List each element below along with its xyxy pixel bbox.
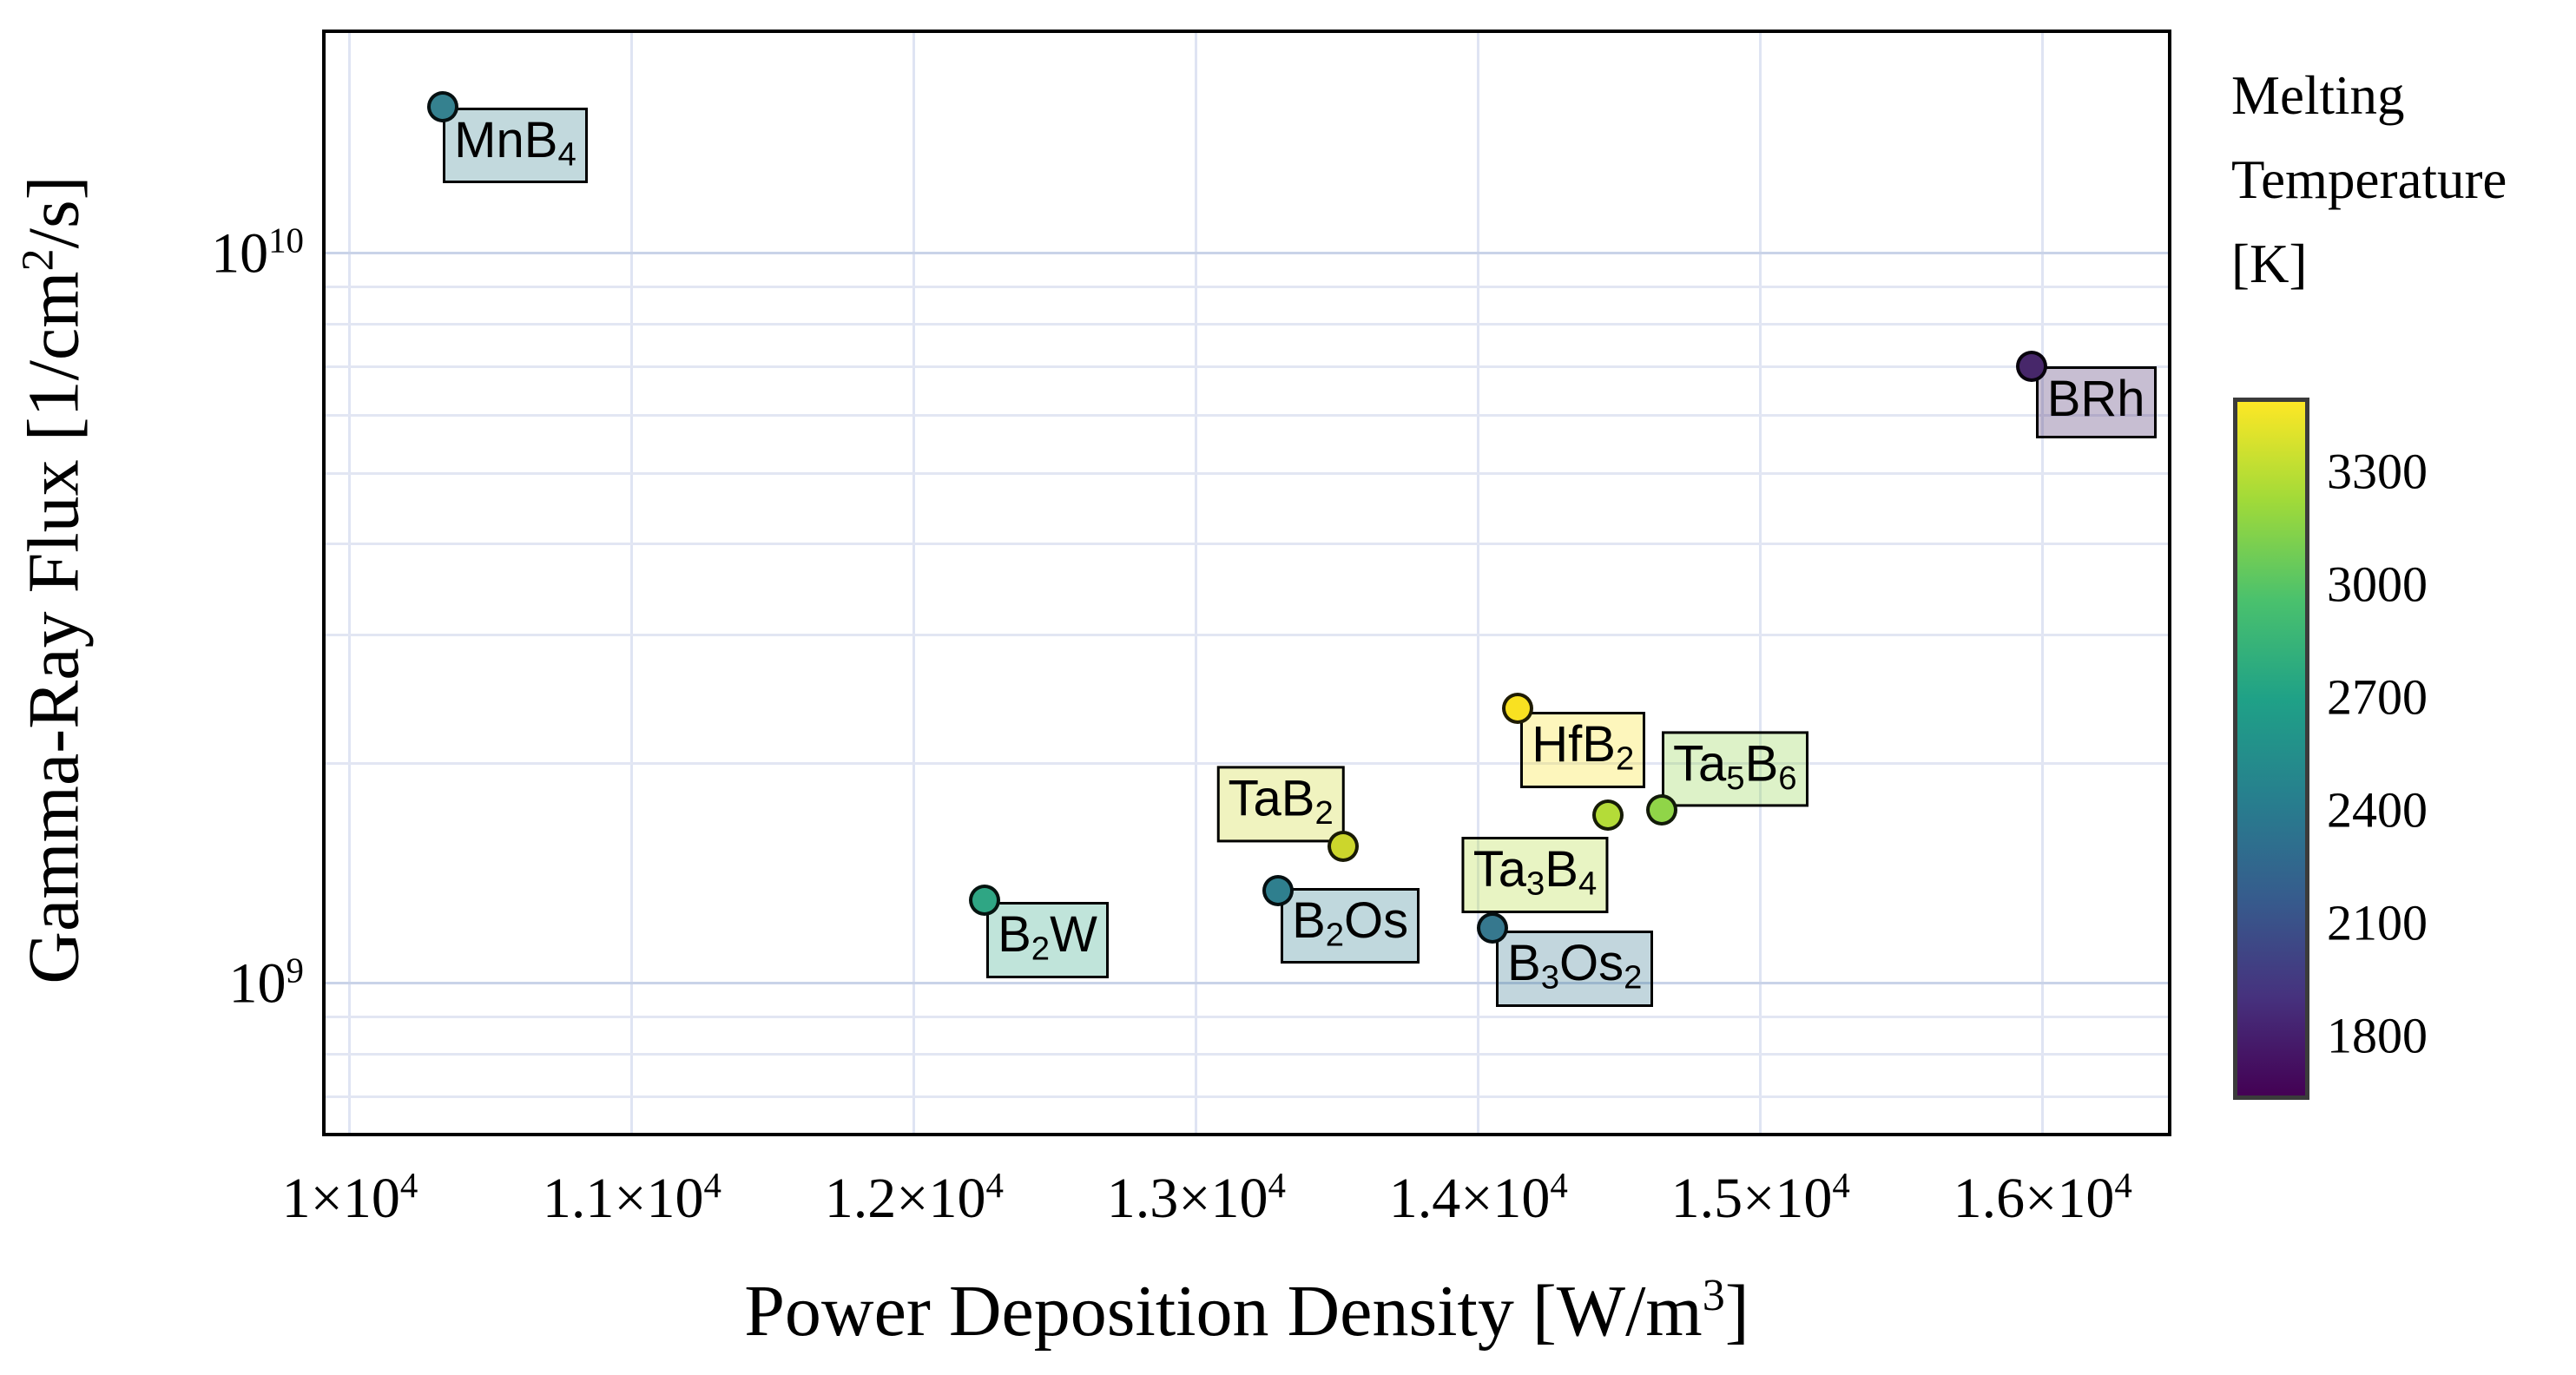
gridline-horizontal-minor	[326, 1095, 2168, 1098]
scatter-point-B2Os	[1262, 874, 1295, 906]
point-label-Ta5B6: Ta5B6	[1662, 731, 1808, 807]
scatter-point-BRh	[2015, 351, 2047, 383]
y-tick-label: 109	[228, 951, 304, 1016]
gridline-vertical	[912, 33, 916, 1133]
gridline-horizontal-minor	[326, 285, 2168, 288]
gridline-vertical	[348, 33, 352, 1133]
point-label-TaB2: TaB2	[1216, 766, 1345, 843]
x-tick-label: 1.3×104	[1106, 1166, 1286, 1230]
x-tick-label: 1.5×104	[1670, 1166, 1850, 1230]
scatter-point-MnB4	[427, 90, 459, 122]
scatter-point-Ta5B6	[1646, 793, 1678, 826]
point-label-MnB4: MnB4	[443, 107, 588, 184]
point-label-B2Os: B2Os	[1281, 887, 1420, 964]
x-tick-label: 1.2×104	[824, 1166, 1004, 1230]
y-tick-label: 1010	[211, 220, 304, 286]
gridline-horizontal-minor	[326, 413, 2168, 417]
gridline-horizontal-minor	[326, 634, 2168, 637]
gridline-horizontal-minor	[326, 1015, 2168, 1018]
x-axis-label: Power Deposition Density [W/m3]	[744, 1271, 1749, 1352]
y-axis-label: Gamma-Ray Flux [1/cm2/s]	[13, 175, 95, 984]
gridline-horizontal-minor	[326, 1052, 2168, 1056]
scatter-point-Ta3B4	[1592, 799, 1624, 831]
gridline-horizontal-minor	[326, 365, 2168, 368]
scatter-point-TaB2	[1327, 831, 1359, 863]
point-label-Ta3B4: Ta3B4	[1461, 836, 1609, 913]
scatter-point-B3Os2	[1477, 912, 1509, 944]
point-label-BRh: BRh	[2035, 366, 2157, 438]
gridline-horizontal-major	[326, 252, 2168, 255]
gridline-horizontal-minor	[326, 471, 2168, 475]
x-tick-label: 1.6×104	[1953, 1166, 2132, 1230]
x-tick-label: 1.1×104	[542, 1166, 721, 1230]
x-tick-label: 1.4×104	[1388, 1166, 1568, 1230]
gridline-horizontal-minor	[326, 542, 2168, 545]
colorbar-title: Melting Temperature [K]	[2231, 65, 2507, 294]
point-label-B3Os2: B3Os2	[1496, 931, 1654, 1007]
colorbar-gradient	[2233, 398, 2309, 1100]
colorbar-tick-label: 2100	[2327, 894, 2428, 951]
gridline-horizontal-minor	[326, 762, 2168, 766]
colorbar-tick-label: 2400	[2327, 781, 2428, 839]
point-label-B2W: B2W	[986, 901, 1109, 978]
colorbar-tick-label: 1800	[2327, 1007, 2428, 1064]
colorbar-tick-label: 2700	[2327, 668, 2428, 726]
plot-frame	[322, 30, 2171, 1136]
x-tick-label: 1×104	[281, 1166, 418, 1230]
gridline-vertical	[630, 33, 634, 1133]
gridline-vertical	[1477, 33, 1480, 1133]
scatter-point-B2W	[969, 884, 1001, 916]
scatter-point-HfB2	[1502, 693, 1534, 725]
gridline-vertical	[1195, 33, 1198, 1133]
gridline-vertical	[1759, 33, 1762, 1133]
colorbar-tick-label: 3000	[2327, 556, 2428, 613]
gridline-horizontal-minor	[326, 322, 2168, 326]
gridline-horizontal-major	[326, 982, 2168, 985]
point-label-HfB2: HfB2	[1520, 712, 1646, 788]
colorbar-tick-label: 3300	[2327, 443, 2428, 500]
gridline-vertical	[2041, 33, 2045, 1133]
